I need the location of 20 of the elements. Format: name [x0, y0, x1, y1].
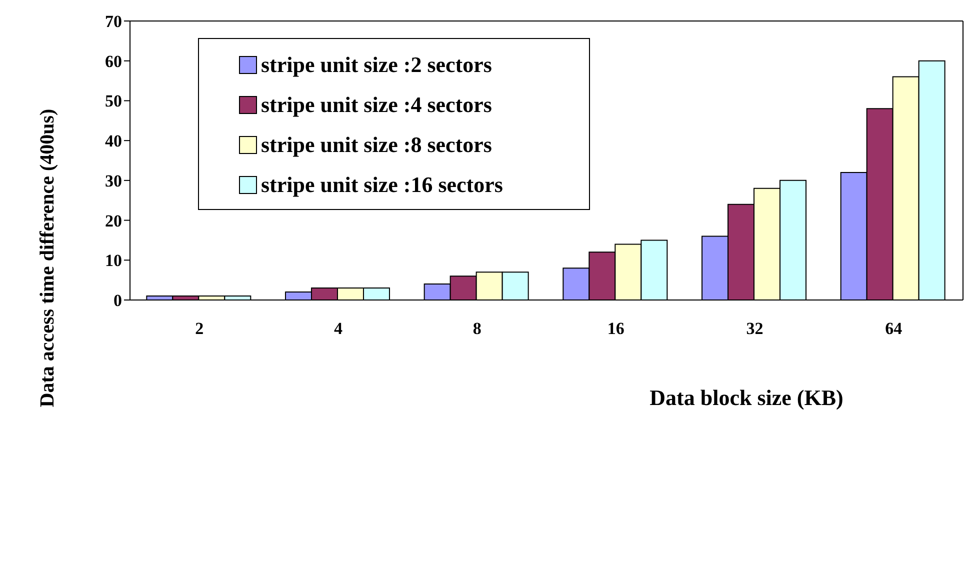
y-axis-title: Data access time difference (400us): [36, 108, 60, 408]
y-tick-label: 40: [105, 132, 122, 151]
y-tick-label: 20: [105, 211, 122, 230]
legend-label: stripe unit size :2 sectors: [261, 52, 492, 78]
x-axis-title: Data block size (KB): [650, 385, 844, 410]
y-tick-label: 30: [105, 171, 122, 190]
y-tick-label: 10: [105, 251, 122, 270]
x-tick-label: 8: [472, 319, 482, 338]
y-tick-label: 50: [105, 92, 122, 111]
legend-label: stripe unit size :8 sectors: [261, 132, 492, 158]
y-tick-label: 60: [105, 52, 122, 71]
y-tick-label: 0: [114, 291, 122, 310]
y-tick-label: 70: [105, 12, 122, 32]
x-tick-label: 2: [195, 319, 204, 338]
x-tick-label: 4: [334, 319, 343, 338]
x-tick-label: 16: [607, 319, 624, 338]
legend-label: stripe unit size :16 sectors: [261, 172, 503, 198]
legend-label: stripe unit size :4 sectors: [261, 92, 492, 118]
x-tick-label: 32: [746, 319, 764, 338]
x-tick-label: 64: [885, 319, 903, 338]
